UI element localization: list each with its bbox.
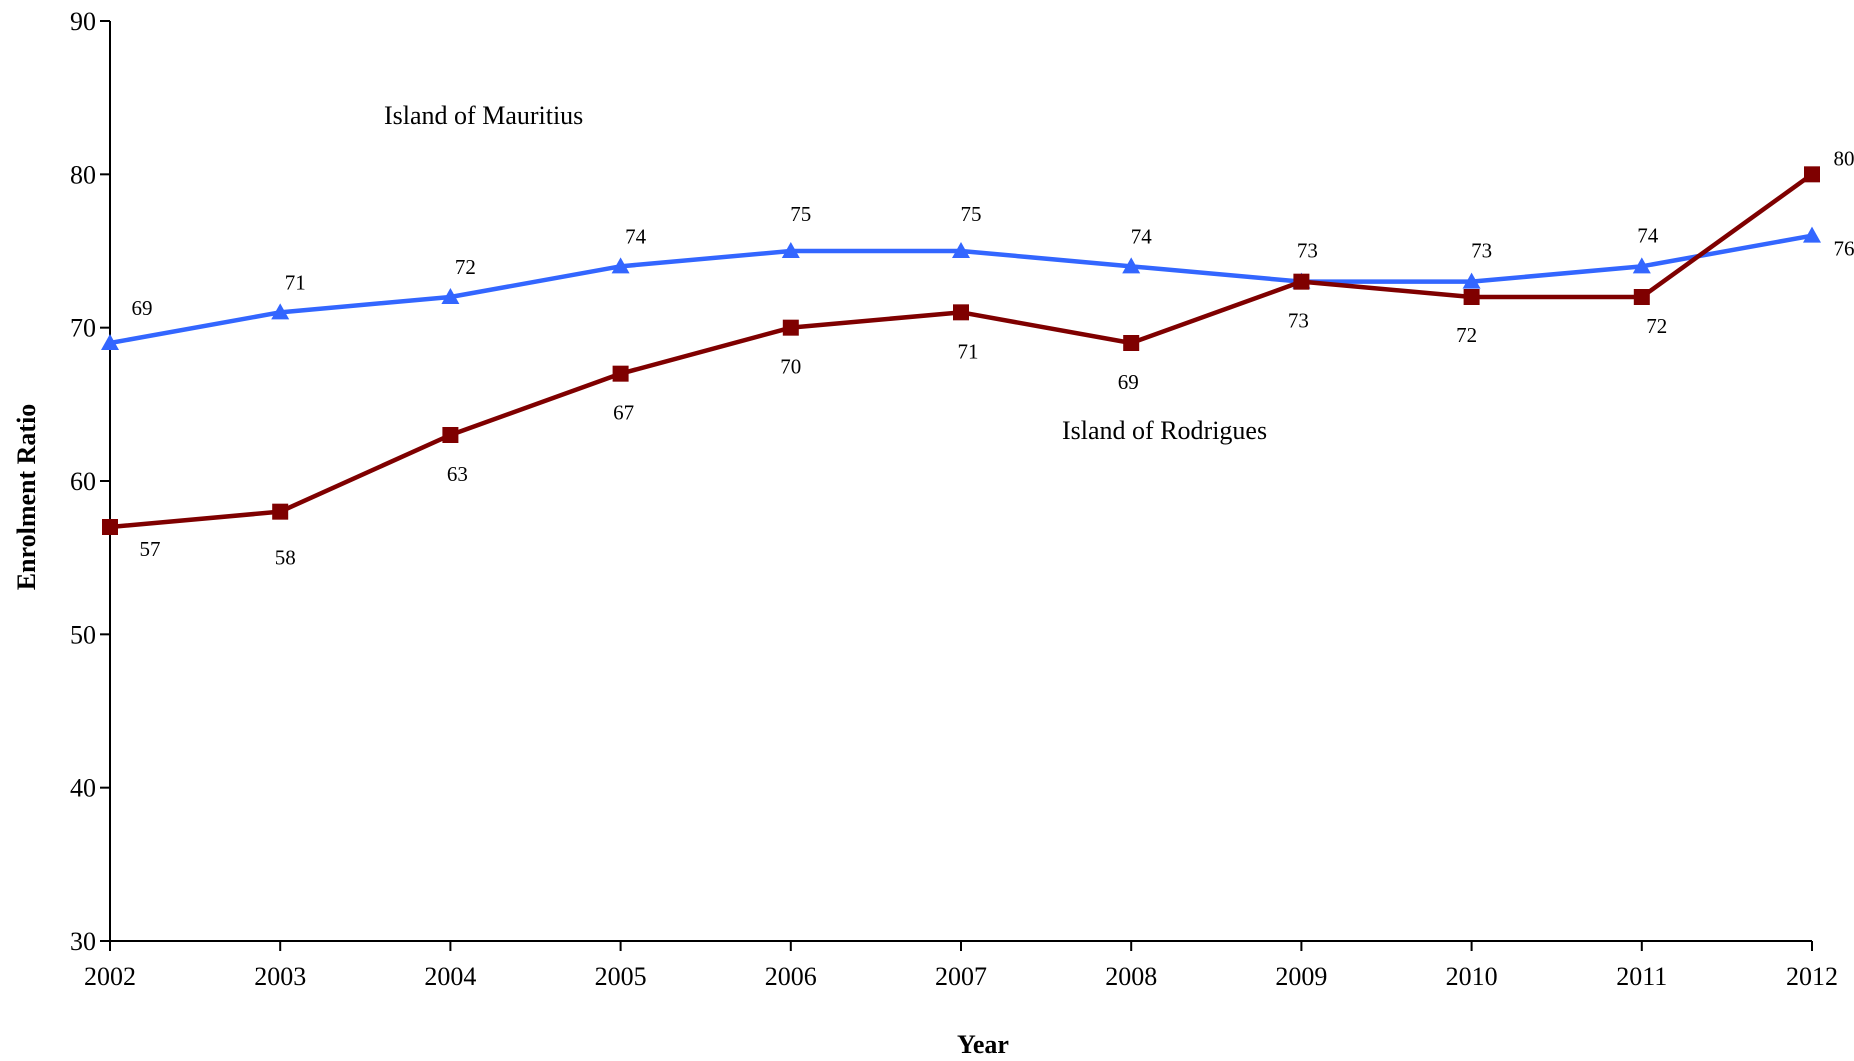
y-tick-label: 40 [70,774,96,803]
data-label-mauritius: 75 [790,202,811,226]
data-point-mauritius [441,288,460,304]
data-label-rodrigues: 71 [958,339,979,363]
data-point-mauritius [271,303,290,320]
x-tick-label: 2005 [595,962,647,991]
data-label-rodrigues: 69 [1118,370,1139,394]
x-axis-title: Year [957,1030,1009,1059]
data-point-rodrigues [1804,166,1820,183]
data-point-rodrigues [1463,289,1480,305]
y-tick-label: 70 [70,314,96,343]
data-point-mauritius [1632,257,1651,274]
x-tick-label: 2011 [1616,962,1667,991]
data-label-rodrigues: 63 [447,462,468,486]
data-point-mauritius [1122,257,1141,274]
data-point-mauritius [611,257,630,274]
data-point-rodrigues [1633,289,1650,305]
x-tick-label: 2009 [1275,962,1327,991]
data-label-mauritius: 74 [1637,223,1659,247]
x-tick-label: 2007 [935,962,987,991]
data-point-mauritius [781,242,800,258]
data-point-mauritius [1803,226,1821,243]
data-label-mauritius: 76 [1834,237,1854,261]
y-tick-label: 50 [70,620,96,649]
data-label-mauritius: 73 [1471,239,1492,263]
data-label-mauritius: 71 [285,270,306,294]
y-tick-label: 90 [70,7,96,36]
data-point-rodrigues [272,503,289,520]
y-axis-ticks: 30 40 50 60 70 80 90 [70,7,110,956]
data-label-mauritius: 74 [1131,224,1153,248]
data-label-mauritius: 73 [1297,239,1318,263]
y-tick-label: 60 [70,467,96,496]
data-label-rodrigues: 67 [613,401,634,425]
data-label-mauritius: 75 [961,202,982,226]
x-tick-label: 2010 [1446,962,1498,991]
data-label-rodrigues: 72 [1456,323,1477,347]
series-label-mauritius: Island of Mauritius [384,101,583,130]
data-point-mauritius [1462,272,1481,289]
data-label-rodrigues: 73 [1288,309,1309,333]
data-label-mauritius: 72 [455,255,476,279]
data-point-rodrigues [102,519,118,535]
y-axis-title: Enrolment Ratio [12,404,41,591]
x-axis-ticks: 2002 2003 2004 2005 2006 2007 2008 2009 2010 2011… [84,941,1838,991]
y-tick-label: 30 [70,927,96,956]
y-tick-label: 80 [70,160,96,189]
data-label-rodrigues: 58 [275,546,296,570]
data-label-rodrigues: 57 [140,537,161,561]
data-label-mauritius: 69 [132,296,153,320]
data-point-rodrigues [1293,273,1310,290]
x-tick-label: 2004 [424,962,476,991]
data-point-mauritius [101,334,119,350]
x-tick-label: 2008 [1105,962,1157,991]
x-tick-label: 2003 [254,962,306,991]
data-labels: 69 71 72 74 75 75 74 73 73 74 76 57 58 63 67 70 71 69 73 72… [132,146,1854,569]
data-point-rodrigues [782,319,799,336]
data-point-rodrigues [442,427,459,443]
x-tick-label: 2002 [84,962,136,991]
data-label-mauritius: 74 [625,224,647,248]
data-point-rodrigues [612,365,629,382]
data-label-rodrigues: 72 [1646,314,1667,338]
x-tick-label: 2012 [1786,962,1838,991]
data-point-mauritius [952,242,970,258]
x-tick-label: 2006 [765,962,817,991]
data-label-rodrigues: 80 [1834,146,1854,170]
data-label-rodrigues: 70 [780,355,801,379]
data-point-rodrigues [1123,335,1140,351]
data-point-rodrigues [953,304,969,321]
series-layer [101,166,1821,535]
axes [109,21,1812,942]
series-label-rodrigues: Island of Rodrigues [1062,416,1267,445]
